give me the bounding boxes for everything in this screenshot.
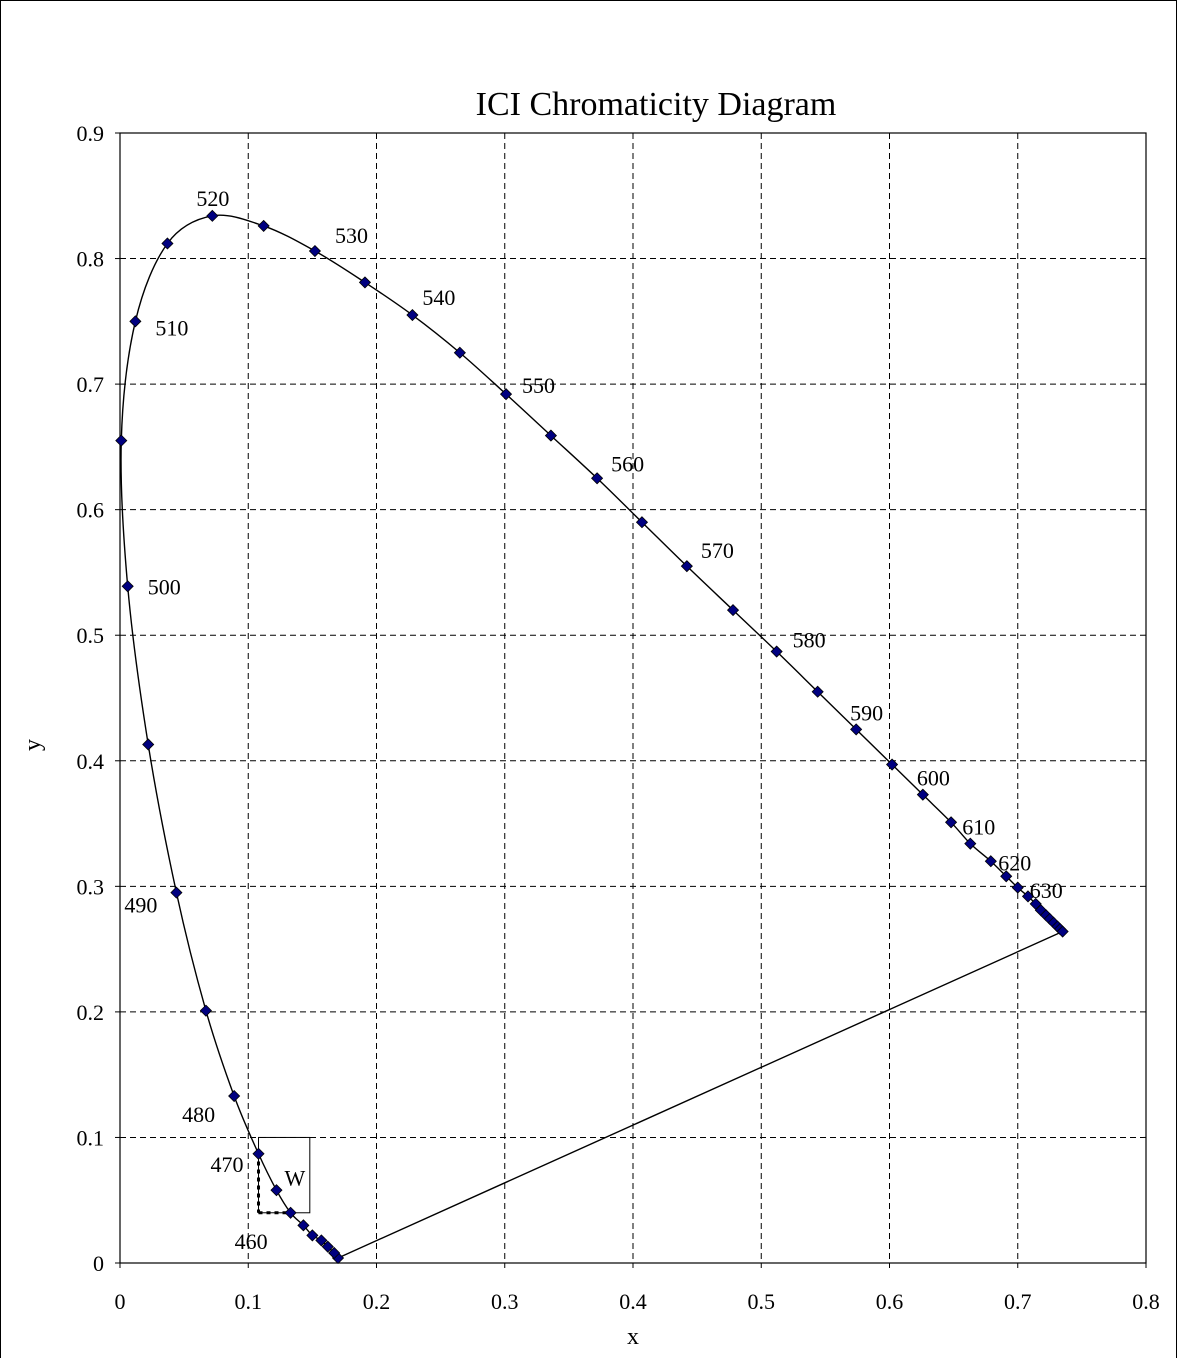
y-tick-label: 0.6 xyxy=(77,498,105,523)
wavelength-label: 610 xyxy=(962,815,995,840)
data-point-marker xyxy=(944,816,958,829)
y-tick-label: 0.7 xyxy=(77,372,105,397)
data-point-marker xyxy=(984,855,997,868)
data-point-marker xyxy=(726,604,740,617)
label-layer: 460 470 480 490 500 510 520 530 540 550 560 570 580 5… xyxy=(124,186,1062,1254)
data-point-marker xyxy=(142,738,155,751)
curve-layer xyxy=(120,214,1064,1259)
data-point-marker xyxy=(328,1246,341,1260)
y-tick-label: 0.3 xyxy=(77,874,105,899)
data-point-marker xyxy=(308,244,322,258)
data-point-marker xyxy=(1056,925,1069,938)
x-tick-label: 0.4 xyxy=(619,1289,647,1314)
spectral-locus-line xyxy=(120,214,1064,1259)
data-point-marker xyxy=(199,1004,212,1017)
data-point-marker xyxy=(499,388,513,401)
data-point-marker xyxy=(1000,870,1013,883)
y-tick-label: 0.1 xyxy=(77,1125,105,1150)
data-point-marker xyxy=(206,209,219,222)
wavelength-label: 510 xyxy=(155,315,188,340)
x-tick-label: 0 xyxy=(115,1289,126,1314)
inset-layer: W xyxy=(257,1136,311,1215)
data-point-marker xyxy=(306,1229,319,1242)
data-point-marker xyxy=(297,1219,310,1232)
tick-layer: 0 0.1 0.2 0.3 0.4 0.5 0.6 0.7 0.8 0 0.1 0.2 0.3 0.4 0.… xyxy=(77,121,1160,1314)
data-point-marker xyxy=(228,1089,241,1103)
x-tick-label: 0.3 xyxy=(491,1289,519,1314)
data-point-marker xyxy=(850,723,863,736)
wavelength-label: 620 xyxy=(998,850,1031,875)
purple-line xyxy=(337,930,1063,1259)
wavelength-label: 530 xyxy=(335,223,368,248)
wavelength-label: 480 xyxy=(182,1102,215,1127)
data-point-marker xyxy=(358,276,372,289)
wavelength-label: 590 xyxy=(850,700,883,725)
x-tick-label: 0.2 xyxy=(363,1289,391,1314)
data-point-marker xyxy=(544,429,557,442)
grid-layer xyxy=(120,133,1146,1263)
data-point-marker xyxy=(270,1184,283,1197)
wavelength-label: 600 xyxy=(917,766,950,791)
wavelength-label: 550 xyxy=(522,373,555,398)
marker-layer xyxy=(115,209,1069,1265)
wavelength-label: 470 xyxy=(211,1152,244,1177)
wavelength-label: 540 xyxy=(422,285,455,310)
wavelength-label: 580 xyxy=(793,628,826,653)
y-tick-label: 0.5 xyxy=(77,623,105,648)
data-point-marker xyxy=(770,645,783,658)
data-point-marker xyxy=(964,837,977,850)
data-point-marker xyxy=(315,1234,328,1247)
x-tick-label: 0.1 xyxy=(235,1289,263,1314)
data-point-marker xyxy=(321,1240,334,1253)
x-tick-label: 0.6 xyxy=(876,1289,904,1314)
data-point-marker xyxy=(406,308,419,322)
data-point-marker xyxy=(635,516,649,529)
data-point-marker xyxy=(129,315,142,328)
x-tick-label: 0.7 xyxy=(1004,1289,1032,1314)
data-point-marker xyxy=(121,580,134,593)
data-point-marker xyxy=(1011,881,1024,894)
x-tick-label: 0.5 xyxy=(748,1289,776,1314)
wavelength-label: 630 xyxy=(1030,878,1063,903)
wavelength-label: 500 xyxy=(148,574,181,599)
data-point-marker xyxy=(170,886,183,899)
data-point-marker xyxy=(453,346,466,359)
x-tick-label: 0.8 xyxy=(1132,1289,1160,1314)
y-tick-label: 0.8 xyxy=(77,247,105,272)
chart-title: ICI Chromaticity Diagram xyxy=(476,86,837,123)
y-tick-label: 0.9 xyxy=(77,121,105,146)
data-point-marker xyxy=(885,758,899,771)
wavelength-label: 490 xyxy=(124,893,157,918)
wavelength-label: 570 xyxy=(701,538,734,563)
data-point-marker xyxy=(916,788,929,801)
data-point-marker xyxy=(591,472,604,485)
wavelength-label: 520 xyxy=(196,186,229,211)
data-point-marker xyxy=(811,685,824,698)
data-point-marker xyxy=(115,434,128,447)
data-point-marker xyxy=(1021,890,1035,903)
data-point-marker xyxy=(161,237,174,250)
data-point-marker xyxy=(252,1147,265,1160)
y-tick-label: 0.2 xyxy=(77,1000,105,1025)
data-point-marker xyxy=(680,560,693,573)
inset-box-label: W xyxy=(285,1165,306,1190)
y-tick-label: 0.4 xyxy=(77,749,105,774)
y-axis-label: y xyxy=(20,739,46,751)
wavelength-label: 560 xyxy=(611,451,644,476)
data-point-marker xyxy=(257,219,270,232)
wavelength-label: 460 xyxy=(235,1229,268,1254)
y-tick-label: 0 xyxy=(93,1251,104,1276)
x-axis-label: x xyxy=(627,1324,639,1350)
data-point-marker xyxy=(284,1206,297,1219)
